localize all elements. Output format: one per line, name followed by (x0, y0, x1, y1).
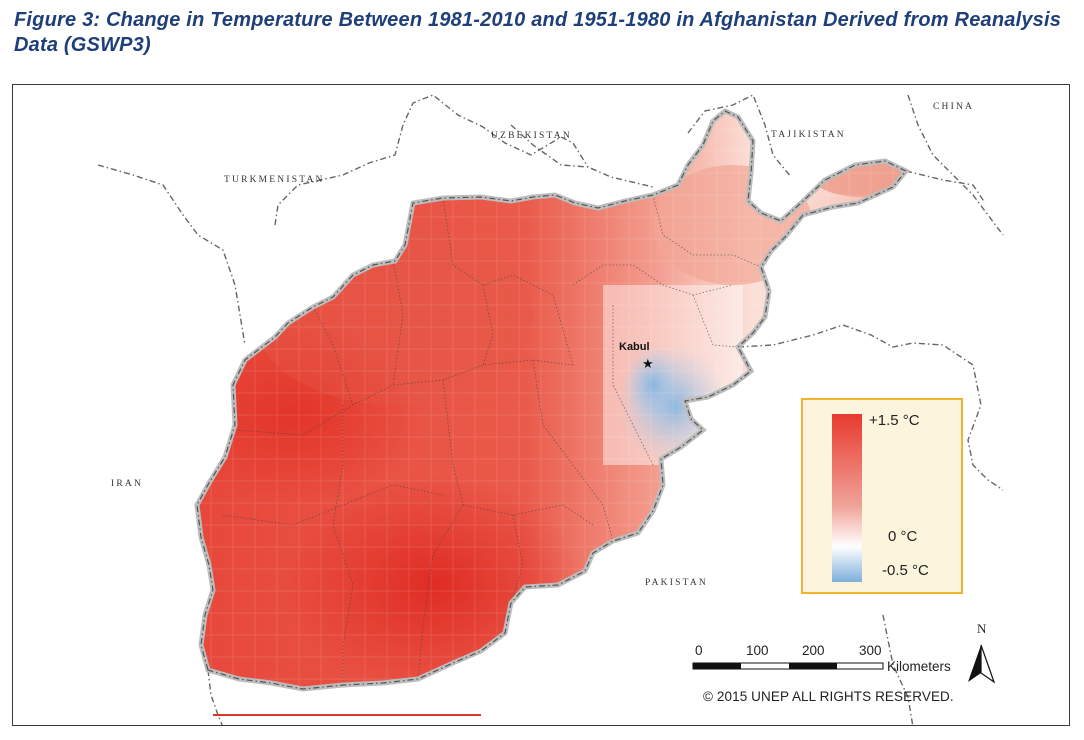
map-canvas: ★ (97, 94, 1004, 725)
tajikistan-border-west (687, 94, 792, 178)
scale-unit: Kilometers (887, 659, 951, 674)
pakistan-south-border (882, 614, 914, 725)
iran-pakistan-border (207, 669, 223, 725)
scale-tick-0: 0 (695, 643, 703, 658)
province-boundaries (222, 194, 762, 685)
label-uzbekistan: UZBEKISTAN (491, 131, 572, 141)
legend-max-label: +1.5 °C (869, 412, 920, 429)
map-frame: ★ UZBEKISTAN TAJIKISTAN CHINA TURKMENIST… (12, 84, 1070, 726)
figure-title: Figure 3: Change in Temperature Between … (14, 9, 1062, 56)
north-arrow-icon (968, 644, 996, 684)
scale-bar (692, 662, 884, 670)
label-kabul: Kabul (619, 341, 650, 353)
international-borders (97, 94, 1004, 725)
north-label: N (977, 621, 987, 636)
label-iran: IRAN (111, 479, 144, 489)
copyright-notice: © 2015 UNEP ALL RIGHTS RESERVED. (703, 689, 954, 704)
temperature-legend: +1.5 °C 0 °C -0.5 °C (801, 398, 963, 594)
turkmenistan-uzbekistan-border (274, 94, 589, 226)
label-turkmenistan: TURKMENISTAN (224, 175, 325, 185)
label-china: CHINA (933, 102, 975, 112)
china-border-south (905, 170, 986, 204)
legend-zero-label: 0 °C (888, 528, 918, 545)
china-tajikistan-border (907, 94, 1004, 236)
label-tajikistan: TAJIKISTAN (771, 130, 846, 140)
legend-min-label: -0.5 °C (882, 562, 929, 579)
legend-color-ramp (832, 414, 862, 582)
scale-tick-300: 300 (859, 643, 882, 658)
scale-tick-100: 100 (746, 643, 769, 658)
kabul-star-icon: ★ (642, 357, 654, 372)
iran-turkmenistan-border (97, 164, 246, 346)
uzbekistan-tajikistan-border (510, 124, 654, 188)
label-pakistan: PAKISTAN (645, 578, 708, 588)
scale-tick-200: 200 (802, 643, 825, 658)
pakistan-india-border (737, 324, 1004, 491)
